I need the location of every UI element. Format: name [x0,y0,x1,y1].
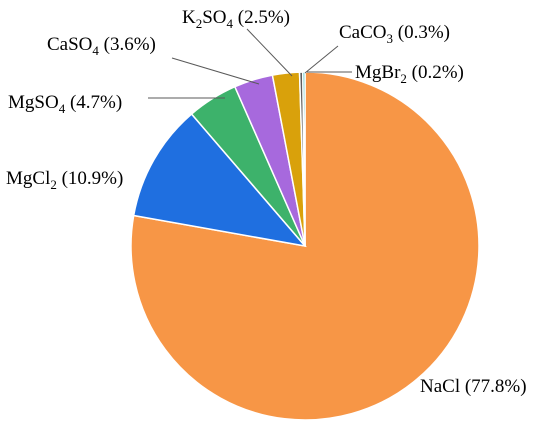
slice-label-5: CaCO3 (0.3%) [339,22,450,46]
leader-lines [148,28,352,99]
slice-label-4: K2SO4 (2.5%) [182,7,290,31]
slice-label-3: CaSO4 (3.6%) [47,34,156,58]
slice-label-2: MgSO4 (4.7%) [8,92,122,116]
slice-label-1: MgCl2 (10.9%) [6,168,123,192]
pie-slice-mgbr2 [302,71,306,247]
slice-labels: NaCl (77.8%) MgCl2 (10.9%) MgSO4 (4.7%) CaS… [6,7,527,397]
pie-slices [130,71,480,421]
leader-line-3 [171,57,260,85]
leader-line-5 [304,45,339,74]
slice-label-0: NaCl (77.8%) [420,376,527,397]
slice-label-6: MgBr2 (0.2%) [355,62,464,86]
pie-slice-mgcl2 [132,112,307,248]
leader-line-4 [246,28,293,77]
